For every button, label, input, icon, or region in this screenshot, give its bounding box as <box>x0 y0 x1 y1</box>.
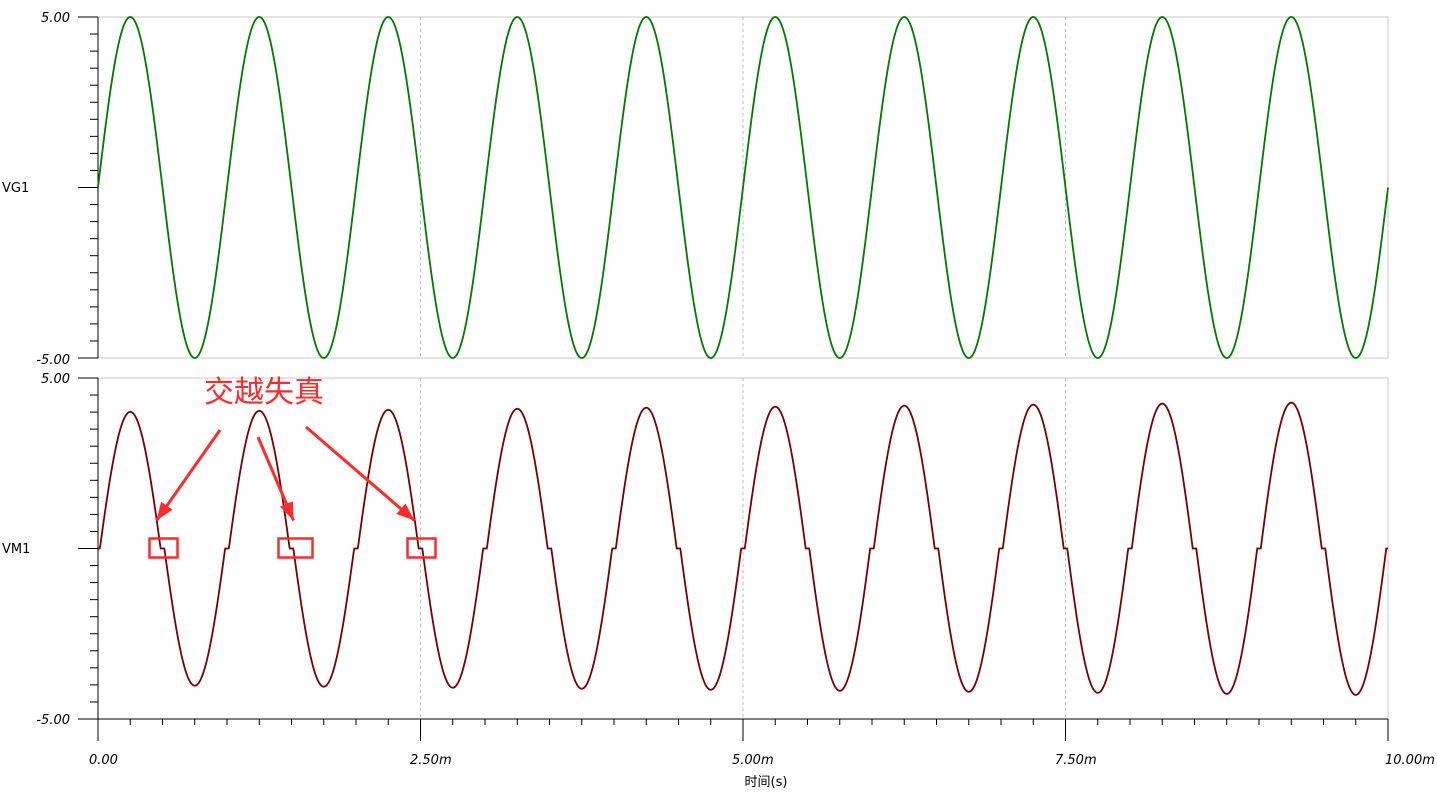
crossover-distortion-annotation: 交越失真 <box>148 375 437 559</box>
panel-vg1-series-label: VG1 <box>2 181 29 196</box>
annotation-arrow-3 <box>305 425 416 522</box>
x-axis-label: 时间(s) <box>745 775 788 790</box>
x-major-ticks <box>97 719 1389 741</box>
x-axis: 0.00 2.50m 5.00m 7.50m 10.00m 时间(s) <box>89 718 1435 790</box>
panel-vm1-ymin-label: -5.00 <box>36 713 70 728</box>
panel-vm1-ymax-label: 5.00 <box>41 372 70 387</box>
annotation-text: 交越失真 <box>204 375 324 410</box>
panel-vm1-y-ticks <box>78 377 98 720</box>
annotation-arrowhead-3 <box>396 503 415 521</box>
x-tick-label-2: 5.00m <box>732 753 774 768</box>
series-line-vm1 <box>98 401 1388 696</box>
x-tick-label-3: 7.50m <box>1055 753 1097 768</box>
x-minor-ticks <box>129 719 1357 725</box>
annotation-box-3 <box>406 537 437 559</box>
annotation-arrow-1 <box>155 429 222 522</box>
annotation-arrowhead-2 <box>280 501 294 521</box>
panel-vg1-ymin-label: -5.00 <box>36 353 70 368</box>
annotation-box-2 <box>277 537 314 559</box>
annotation-marks <box>148 425 437 559</box>
panel-vg1-y-ticks <box>78 16 98 359</box>
annotation-box-1 <box>148 537 179 559</box>
series-line-vg1 <box>97 16 1389 359</box>
x-tick-label-4: 10.00m <box>1385 753 1435 768</box>
x-tick-label-1: 2.50m <box>410 753 452 768</box>
annotation-arrowhead-1 <box>156 501 173 521</box>
x-tick-label-0: 0.00 <box>89 753 118 768</box>
panel-vm1-series-label: VM1 <box>2 542 30 557</box>
panel-vm1: 5.00 -5.00 VM1 <box>2 372 1389 728</box>
panel-vg1-ymax-label: 5.00 <box>41 11 70 26</box>
panel-vg1: 5.00 -5.00 VG1 <box>2 11 1389 368</box>
